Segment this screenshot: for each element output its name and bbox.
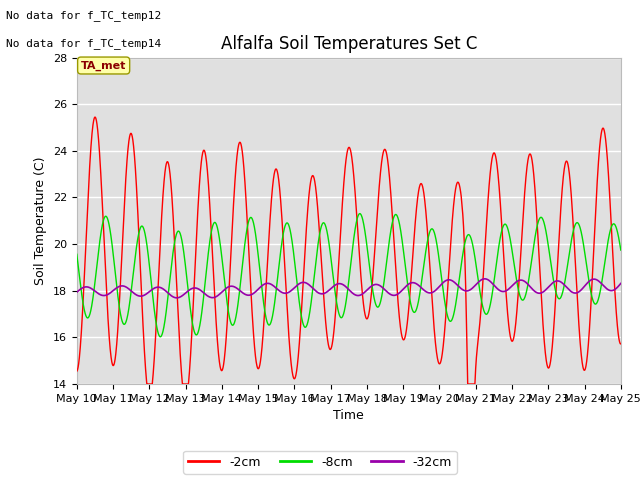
Legend: -2cm, -8cm, -32cm: -2cm, -8cm, -32cm bbox=[183, 451, 457, 474]
Text: TA_met: TA_met bbox=[81, 60, 126, 71]
Text: No data for f_TC_temp14: No data for f_TC_temp14 bbox=[6, 38, 162, 49]
Text: No data for f_TC_temp12: No data for f_TC_temp12 bbox=[6, 10, 162, 21]
Y-axis label: Soil Temperature (C): Soil Temperature (C) bbox=[35, 156, 47, 285]
Title: Alfalfa Soil Temperatures Set C: Alfalfa Soil Temperatures Set C bbox=[221, 35, 477, 53]
X-axis label: Time: Time bbox=[333, 409, 364, 422]
